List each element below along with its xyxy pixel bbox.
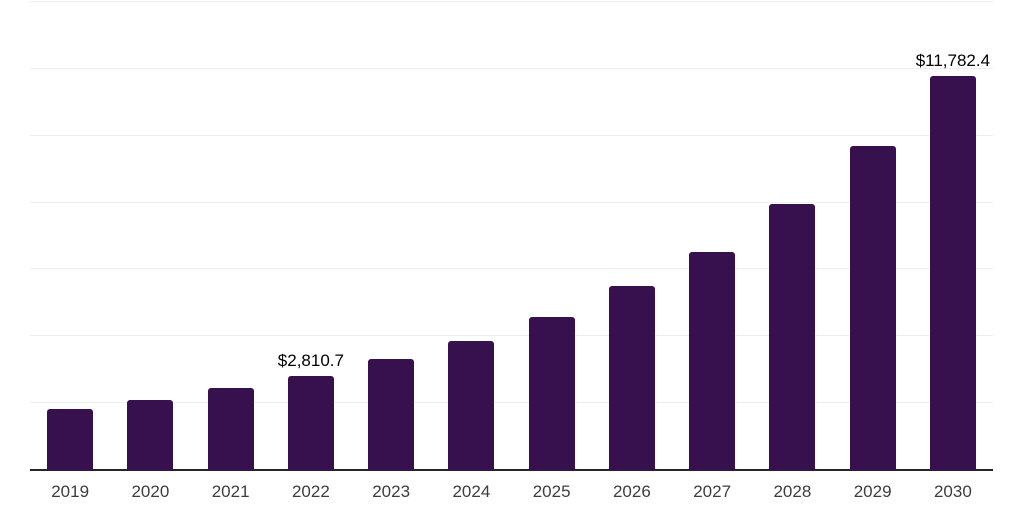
- x-tick-label-2028: 2028: [773, 482, 812, 501]
- gridline-14000: [30, 1, 993, 2]
- value-label-2030: $11,782.4: [915, 51, 991, 71]
- bar-2022: [287, 376, 334, 470]
- x-tick-label-2023: 2023: [372, 482, 411, 501]
- bar-2023: [368, 359, 415, 470]
- x-tick-label-2022: 2022: [291, 482, 330, 501]
- bar-2026: [608, 285, 655, 470]
- x-tick-label-2021: 2021: [211, 482, 250, 501]
- bar-2030: [929, 76, 976, 470]
- bar-2021: [207, 388, 254, 470]
- x-tick-label-2030: 2030: [933, 482, 972, 501]
- x-tick-label-2026: 2026: [612, 482, 651, 501]
- plot-area: $2,810.7 $11,782.4: [30, 1, 993, 471]
- x-tick-label-2024: 2024: [452, 482, 491, 501]
- x-tick-label-2025: 2025: [532, 482, 571, 501]
- gridline-2000: [30, 402, 993, 404]
- x-tick-label-2027: 2027: [693, 482, 732, 501]
- bar-2027: [689, 251, 736, 470]
- bar-2028: [769, 203, 816, 470]
- bar-2025: [528, 316, 575, 470]
- bar-2024: [448, 340, 495, 470]
- x-tick-label-2019: 2019: [51, 482, 90, 501]
- bar-2020: [127, 400, 174, 470]
- gridline-12000: [30, 67, 993, 69]
- gridline-8000: [30, 201, 993, 203]
- gridline-6000: [30, 268, 993, 270]
- x-axis-line: [30, 469, 993, 471]
- gridline-10000: [30, 134, 993, 136]
- bar-2019: [47, 409, 94, 470]
- gridline-4000: [30, 335, 993, 337]
- x-tick-label-2029: 2029: [853, 482, 892, 501]
- value-label-2022: $2,810.7: [277, 351, 344, 371]
- x-tick-label-2020: 2020: [131, 482, 170, 501]
- bar-2029: [849, 146, 896, 470]
